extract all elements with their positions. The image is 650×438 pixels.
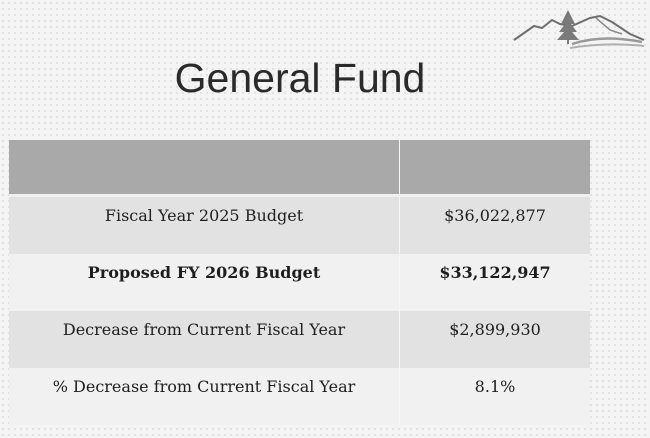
header-cell-value <box>400 140 590 194</box>
table-row: % Decrease from Current Fiscal Year 8.1% <box>9 368 590 425</box>
row-label: Decrease from Current Fiscal Year <box>9 311 400 368</box>
row-value: 8.1% <box>474 377 516 396</box>
row-label: % Decrease from Current Fiscal Year <box>9 368 400 425</box>
page-title: General Fund <box>174 55 426 101</box>
table-row: Fiscal Year 2025 Budget $36,022,877 <box>9 197 590 254</box>
row-value: $2,899,930 <box>449 320 541 339</box>
table-row: Proposed FY 2026 Budget $33,122,947 <box>9 254 590 311</box>
budget-table: Fiscal Year 2025 Budget $36,022,877 Prop… <box>9 140 590 425</box>
header-cell-label <box>9 140 400 194</box>
row-label: Proposed FY 2026 Budget <box>9 254 400 311</box>
table-header-row <box>9 140 590 197</box>
row-value: $33,122,947 <box>439 263 551 282</box>
mountain-logo-icon <box>513 10 645 49</box>
row-value: $36,022,877 <box>444 206 546 225</box>
table-row: Decrease from Current Fiscal Year $2,899… <box>9 311 590 368</box>
row-label: Fiscal Year 2025 Budget <box>9 197 400 254</box>
